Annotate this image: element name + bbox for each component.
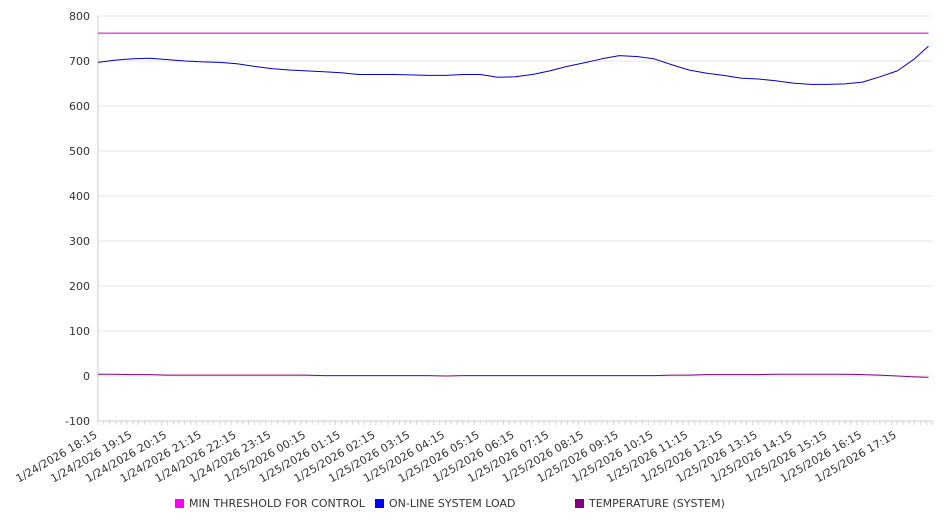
grid-lines (98, 15, 932, 422)
y-tick-label: 600 (69, 100, 90, 113)
series-line-temperature (98, 373, 929, 378)
series-line-system-load (97, 45, 929, 85)
y-tick-label: -100 (65, 415, 90, 428)
legend-label-min-threshold: MIN THRESHOLD FOR CONTROL (189, 497, 365, 510)
y-tick-label: 800 (69, 10, 90, 23)
legend-swatch-temperature (575, 499, 584, 508)
x-axis-tick-labels: 1/24/2026 18:151/24/2026 19:151/24/2026 … (14, 428, 899, 485)
y-tick-label: 700 (69, 55, 90, 68)
y-tick-label: 400 (69, 190, 90, 203)
y-tick-label: 0 (83, 370, 90, 383)
legend-item-temperature[interactable]: TEMPERATURE (SYSTEM) (575, 497, 725, 510)
legend-label-temperature: TEMPERATURE (SYSTEM) (589, 497, 725, 510)
y-tick-label: 500 (69, 145, 90, 158)
legend-swatch-min-threshold (175, 499, 184, 508)
y-axis-tick-labels: -100 0 100 200 300 400 500 600 700 800 (65, 10, 90, 428)
legend-item-system-load[interactable]: ON-LINE SYSTEM LOAD (375, 497, 515, 510)
legend-label-system-load: ON-LINE SYSTEM LOAD (389, 497, 516, 510)
axes (97, 16, 933, 425)
y-tick-label: 300 (69, 235, 90, 248)
legend-item-min-threshold[interactable]: MIN THRESHOLD FOR CONTROL (175, 497, 365, 510)
y-tick-label: 100 (69, 325, 90, 338)
legend: MIN THRESHOLD FOR CONTROL ON-LINE SYSTEM… (0, 497, 946, 515)
series-lines (97, 32, 929, 378)
line-chart: -100 0 100 200 300 400 500 600 700 800 1/24/2026 … (14, 10, 933, 485)
legend-swatch-system-load (375, 499, 384, 508)
y-tick-label: 200 (69, 280, 90, 293)
